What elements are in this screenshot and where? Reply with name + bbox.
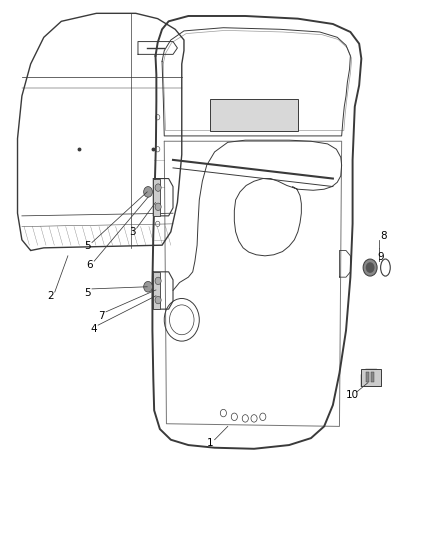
Text: 1: 1 bbox=[207, 439, 214, 448]
Bar bbox=[210, 99, 298, 131]
Text: 9: 9 bbox=[378, 252, 384, 262]
Bar bbox=[153, 179, 160, 216]
Circle shape bbox=[155, 277, 161, 285]
Circle shape bbox=[155, 296, 161, 304]
Bar bbox=[371, 372, 374, 382]
Text: 4: 4 bbox=[91, 324, 98, 334]
Circle shape bbox=[155, 203, 161, 211]
Text: 2: 2 bbox=[47, 291, 54, 301]
Circle shape bbox=[144, 281, 152, 292]
Text: 6: 6 bbox=[86, 260, 93, 270]
Bar bbox=[366, 372, 369, 382]
Text: 5: 5 bbox=[84, 241, 91, 251]
Bar bbox=[361, 369, 381, 386]
Text: 8: 8 bbox=[380, 231, 387, 240]
Text: 7: 7 bbox=[98, 311, 105, 320]
Circle shape bbox=[144, 187, 152, 197]
Circle shape bbox=[363, 259, 377, 276]
Circle shape bbox=[155, 184, 161, 191]
Circle shape bbox=[366, 262, 374, 273]
Text: 3: 3 bbox=[129, 227, 136, 237]
Bar bbox=[153, 272, 160, 309]
Text: 10: 10 bbox=[346, 391, 359, 400]
Text: 5: 5 bbox=[84, 288, 91, 298]
